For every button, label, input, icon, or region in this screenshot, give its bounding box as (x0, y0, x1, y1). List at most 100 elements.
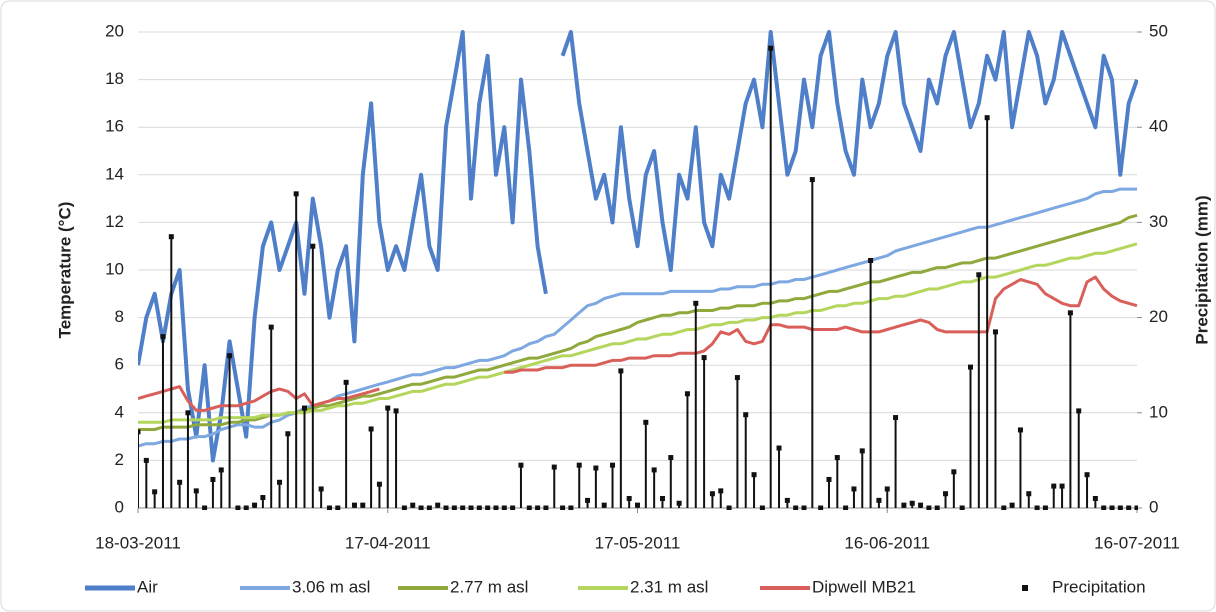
precip-marker (959, 505, 965, 510)
precip-marker (651, 467, 657, 473)
y-tick-label: 6 (115, 355, 124, 374)
precip-marker (410, 502, 416, 508)
precip-marker (551, 464, 557, 470)
precip-marker (693, 300, 699, 306)
precip-marker (235, 505, 241, 510)
precip-marker (368, 426, 374, 432)
precip-marker (793, 505, 799, 510)
precip-marker (302, 405, 307, 411)
precip-marker (934, 505, 940, 510)
precip-marker (177, 479, 183, 485)
y-tick-label: 0 (115, 497, 124, 516)
precip-marker (185, 410, 191, 416)
precip-marker (210, 476, 216, 482)
precip-marker (809, 177, 815, 183)
y-tick-label: 4 (115, 402, 124, 421)
precip-marker (635, 502, 640, 508)
precip-marker (543, 505, 549, 510)
precip-marker (310, 243, 316, 249)
y-tick-label: 20 (105, 21, 124, 40)
y-tick-label: 16 (105, 117, 124, 136)
precip-marker (943, 491, 949, 497)
precip-marker (718, 488, 724, 494)
x-tick-label: 16-06-2011 (844, 533, 930, 552)
precip-marker (884, 486, 890, 492)
precip-marker (227, 353, 233, 359)
precip-marker (818, 505, 824, 510)
precip-marker (252, 502, 258, 508)
series-line (138, 275, 1138, 412)
precip-marker (826, 476, 832, 482)
y2-tick-label: 20 (1149, 307, 1168, 326)
y-tick-label: 12 (105, 212, 124, 231)
precip-marker (1017, 427, 1023, 433)
precip-marker (709, 491, 715, 497)
precip-marker (976, 272, 982, 278)
y-axis-title: Temperature (°C) (55, 202, 74, 339)
y2-tick-label: 10 (1149, 402, 1168, 421)
precip-marker (1126, 505, 1132, 510)
legend-label: Precipitation (1052, 577, 1146, 596)
precip-marker (659, 495, 665, 501)
precip-marker (868, 257, 874, 263)
precip-marker (202, 505, 208, 510)
precip-marker (293, 191, 299, 197)
legend-swatch (1022, 585, 1028, 591)
y-tick-label: 18 (105, 69, 124, 88)
precip-marker (984, 115, 990, 121)
precip-marker (393, 408, 399, 414)
precip-marker (335, 505, 341, 510)
precip-marker (876, 497, 882, 503)
precip-marker (926, 505, 932, 510)
precip-marker (801, 505, 807, 510)
precip-marker (643, 419, 649, 425)
precip-marker (893, 415, 899, 421)
precip-marker (843, 505, 849, 510)
precip-marker (343, 379, 349, 385)
precip-marker (318, 486, 324, 492)
precip-marker (968, 364, 973, 370)
legend-label: 3.06 m asl (292, 577, 370, 596)
y2-axis-title: Precipitation (mm) (1192, 195, 1211, 344)
precip-marker (510, 505, 516, 510)
precip-marker (918, 502, 924, 508)
precip-marker (1134, 505, 1138, 510)
precip-marker (1092, 495, 1098, 501)
precip-marker (851, 486, 857, 492)
precip-marker (585, 497, 591, 503)
precip-marker (193, 488, 199, 494)
precip-marker (152, 489, 158, 495)
legend-label: 2.77 m asl (450, 577, 528, 596)
precip-marker (1051, 483, 1057, 489)
x-tick-label: 17-05-2011 (595, 533, 681, 552)
x-tick-label: 16-07-2011 (1094, 533, 1180, 552)
precip-marker (360, 502, 366, 508)
precip-marker (1109, 505, 1115, 510)
precip-marker (568, 505, 574, 510)
precip-marker (676, 500, 682, 506)
precip-marker (1034, 505, 1040, 510)
precip-marker (326, 505, 332, 510)
precip-marker (243, 505, 249, 510)
precip-marker (401, 505, 407, 510)
precip-marker (1001, 505, 1007, 510)
precip-marker (143, 457, 149, 463)
precip-marker (668, 455, 674, 461)
precip-marker (160, 334, 166, 340)
precip-marker (684, 391, 690, 397)
legend-label: 2.31 m asl (630, 577, 708, 596)
precip-marker (426, 505, 432, 510)
precip-marker (951, 469, 957, 475)
precip-marker (784, 497, 790, 503)
precip-marker (1042, 505, 1048, 510)
precip-marker (909, 500, 915, 506)
precip-marker (593, 465, 599, 471)
legend-label: Air (137, 577, 158, 596)
y2-tick-label: 40 (1149, 117, 1168, 136)
precip-marker (1026, 491, 1032, 497)
precip-marker (285, 431, 291, 437)
precip-marker (560, 505, 566, 510)
series-line (138, 30, 1138, 463)
precip-marker (776, 445, 782, 451)
